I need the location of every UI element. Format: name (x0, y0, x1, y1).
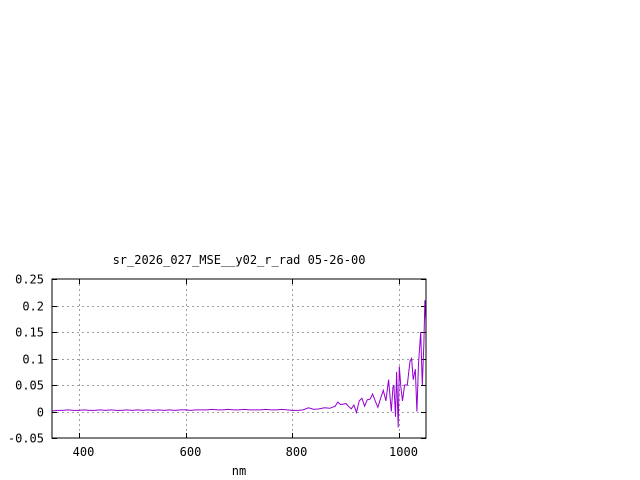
y-tick-label: 0.1 (22, 353, 44, 367)
series-line (51, 300, 427, 428)
y-axis: -0.05 0 0.05 0.1 0.15 0.2 0.25 (8, 273, 426, 446)
y-tick-label: -0.05 (8, 432, 44, 446)
chart-title: sr_2026_027_MSE__y02_r_rad 05-26-00 (113, 253, 366, 267)
x-tick-label: 400 (73, 445, 95, 459)
x-tick-label: 600 (180, 445, 202, 459)
y-tick-label: 0.2 (22, 300, 44, 314)
y-tick-label: 0.15 (15, 326, 44, 340)
y-tick-label: 0.05 (15, 379, 44, 393)
x-tick-label: 1000 (389, 445, 418, 459)
y-tick-label: 0 (37, 406, 44, 420)
x-axis-label: nm (232, 464, 246, 478)
x-axis: 400 600 800 1000 (73, 279, 418, 459)
y-tick-label: 0.25 (15, 273, 44, 287)
grid (52, 279, 426, 438)
x-tick-label: 800 (286, 445, 308, 459)
plot-frame (51, 278, 427, 439)
